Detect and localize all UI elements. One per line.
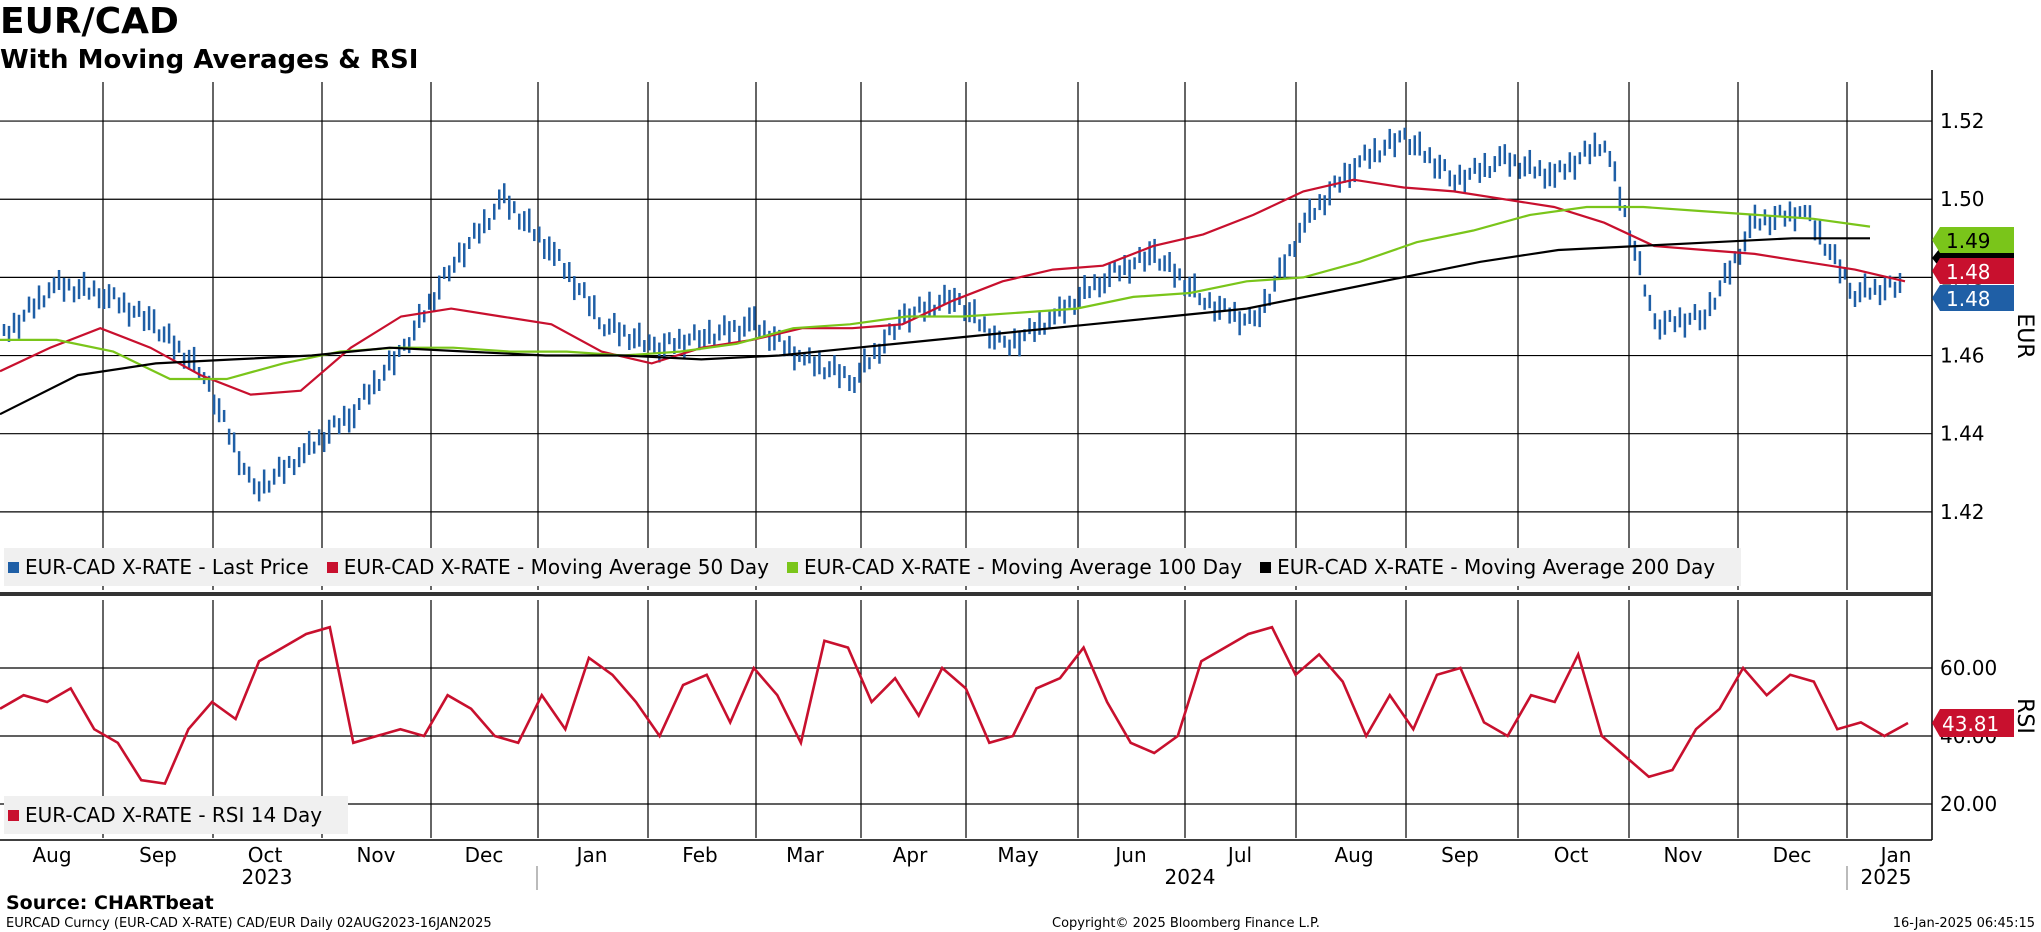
price-ytick-label: 1.50 <box>1940 187 1985 211</box>
legend-swatch <box>8 809 19 821</box>
last-price-tag <box>1932 285 2014 311</box>
rsi-ytick-label: 20.00 <box>1940 792 1997 816</box>
month-tick-label: Jan <box>1879 843 1912 867</box>
month-tick-label: May <box>997 843 1039 867</box>
legend-swatch <box>787 561 799 573</box>
footer-copyright: Copyright© 2025 Bloomberg Finance L.P. <box>1052 916 1320 931</box>
ma50-last-tag <box>1932 258 2014 284</box>
month-tick-label: Sep <box>139 843 177 867</box>
ma100-last-tag <box>1932 227 2014 253</box>
rsi-last-tag-text: 43.81 <box>1942 712 1999 736</box>
price-y-axis-label: EUR <box>2012 313 2037 358</box>
legend-label: EUR-CAD X-RATE - Moving Average 100 Day <box>804 555 1243 579</box>
month-tick-label: Feb <box>682 843 717 867</box>
month-tick-label: Apr <box>893 843 928 867</box>
chart-title: EUR/CAD <box>0 1 179 42</box>
legend-item: EUR-CAD X-RATE - Moving Average 100 Day <box>787 555 1242 579</box>
rsi-last-tag <box>1932 709 2014 738</box>
month-tick-label: Jul <box>1226 843 1252 867</box>
legend-item: EUR-CAD X-RATE - Moving Average 50 Day <box>326 555 770 579</box>
month-tick-label: Aug <box>1334 843 1373 867</box>
rsi-line <box>0 625 1909 786</box>
footer-security: EURCAD Curncy (EUR-CAD X-RATE) CAD/EUR D… <box>6 916 492 931</box>
price-legend: EUR-CAD X-RATE - Last Price EUR-CAD X-RAT… <box>4 548 1742 586</box>
month-tick-label: Dec <box>465 843 504 867</box>
price-ytick-label: 1.42 <box>1940 500 1985 524</box>
ma100-last-tag-text: 1.49 <box>1946 229 1991 253</box>
year-tick-label: 2025 <box>1861 865 1912 889</box>
chart-subtitle: With Moving Averages & RSI <box>0 45 419 75</box>
price-ytick-label: 1.44 <box>1940 422 1985 446</box>
legend-swatch <box>8 561 19 573</box>
ma-line-100 <box>0 205 1871 381</box>
month-tick-label: Oct <box>248 843 283 867</box>
month-tick-label: Nov <box>1663 843 1702 867</box>
legend-label: EUR-CAD X-RATE - RSI 14 Day <box>25 803 323 827</box>
month-tick-label: Oct <box>1554 843 1589 867</box>
ma-line-50 <box>0 178 1906 396</box>
price-ytick-label: 1.52 <box>1940 109 1985 133</box>
month-tick-label: Sep <box>1441 843 1479 867</box>
month-tick-label: Dec <box>1773 843 1812 867</box>
legend-label: EUR-CAD X-RATE - Last Price <box>25 555 309 579</box>
year-tick-label: 2024 <box>1165 865 1216 889</box>
legend-label: EUR-CAD X-RATE - Moving Average 200 Day <box>1277 555 1716 579</box>
month-tick-label: Jun <box>1113 843 1146 867</box>
last-price-tag-text: 1.48 <box>1946 287 1991 311</box>
ma-line-200 <box>0 237 1870 416</box>
legend-label: EUR-CAD X-RATE - Moving Average 50 Day <box>343 555 770 579</box>
legend-item: EUR-CAD X-RATE - Last Price <box>8 555 309 579</box>
year-tick-label: 2023 <box>242 865 293 889</box>
month-tick-label: Jan <box>575 843 608 867</box>
ma50-last-tag-text: 1.48 <box>1946 260 1991 284</box>
footer-timestamp: 16-Jan-2025 06:45:15 <box>1892 916 2035 931</box>
month-tick-label: Nov <box>356 843 395 867</box>
rsi-ytick-label: 60.00 <box>1940 656 1997 680</box>
month-tick-label: Mar <box>786 843 825 867</box>
footer-source: Source: CHARTbeat <box>6 892 214 914</box>
rsi-y-axis-label: RSI <box>2012 698 2037 734</box>
legend-item: EUR-CAD X-RATE - Moving Average 200 Day <box>1260 555 1715 579</box>
rsi-legend: EUR-CAD X-RATE - RSI 14 Day <box>4 796 349 834</box>
legend-swatch <box>326 561 338 573</box>
legend-item: EUR-CAD X-RATE - RSI 14 Day <box>8 803 322 827</box>
price-ytick-label: 1.46 <box>1940 344 1985 368</box>
legend-swatch <box>1260 561 1272 573</box>
month-tick-label: Aug <box>32 843 71 867</box>
